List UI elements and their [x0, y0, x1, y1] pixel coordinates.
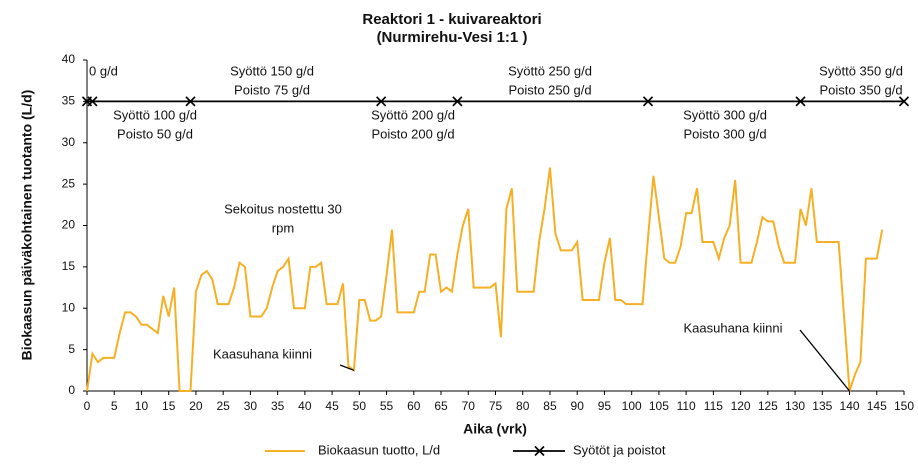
x-tick-label: 100: [622, 399, 642, 413]
x-tick-label: 135: [812, 399, 832, 413]
leader-line: [339, 364, 355, 371]
feed-marker: [185, 96, 196, 107]
x-tick-label: 120: [731, 399, 751, 413]
x-tick-label: 65: [434, 399, 448, 413]
feed-marker: [795, 96, 806, 107]
x-tick-label: 70: [462, 399, 476, 413]
x-tick-label: 25: [216, 399, 230, 413]
annotation: Syöttö 100 g/d: [113, 107, 197, 122]
y-tick-label: 15: [62, 259, 76, 273]
annotation: Poisto 75 g/d: [234, 82, 310, 97]
feed-marker: [87, 96, 98, 107]
x-tick-label: 45: [325, 399, 339, 413]
chart-title: Reaktori 1 - kuivareaktori: [362, 11, 541, 28]
annotation: Syöttö 300 g/d: [683, 107, 767, 122]
x-tick-label: 55: [380, 399, 394, 413]
annotation: Syöttö 250 g/d: [508, 63, 592, 78]
y-tick-label: 35: [62, 94, 76, 108]
x-tick-label: 80: [516, 399, 530, 413]
annotation: Kaasuhana kiinni: [213, 346, 312, 361]
x-tick-label: 5: [111, 399, 118, 413]
x-tick-label: 10: [135, 399, 149, 413]
y-tick-label: 5: [68, 342, 75, 356]
feed-marker: [898, 96, 910, 107]
annotation: Poisto 300 g/d: [683, 126, 766, 141]
annotation: Kaasuhana kiinni: [683, 320, 782, 335]
y-axis-title: Biokaasun päiväkohtainen tuotanto (L/d): [19, 90, 35, 361]
x-tick-label: 125: [758, 399, 778, 413]
x-tick-label: 35: [271, 399, 285, 413]
annotation: 0 g/d: [89, 63, 118, 78]
annotation: Syöttö 150 g/d: [230, 63, 314, 78]
annotation: Poisto 250 g/d: [508, 82, 591, 97]
x-tick-label: 105: [649, 399, 669, 413]
y-tick-label: 40: [62, 52, 76, 66]
x-tick-label: 115: [704, 399, 723, 413]
annotation: Poisto 350 g/d: [819, 82, 902, 97]
x-tick-label: 145: [867, 399, 887, 413]
x-tick-label: 90: [571, 399, 585, 413]
feed-marker: [376, 96, 387, 107]
annotation: Poisto 200 g/d: [371, 126, 454, 141]
x-axis-title: Aika (vrk): [463, 421, 527, 437]
feed-marker: [452, 96, 463, 107]
x-tick-label: 30: [244, 399, 258, 413]
x-tick-label: 110: [677, 399, 696, 413]
x-tick-label: 140: [840, 399, 860, 413]
legend-label: Syötöt ja poistot: [573, 442, 666, 457]
leader-line: [799, 329, 851, 392]
x-tick-label: 150: [894, 399, 914, 413]
annotation: Syöttö 200 g/d: [371, 107, 455, 122]
annotation: Poisto 50 g/d: [117, 126, 193, 141]
y-tick-label: 25: [62, 176, 76, 190]
legend-label: Biokaasun tuotto, L/d: [318, 442, 440, 457]
y-tick-label: 10: [62, 300, 76, 314]
x-tick-label: 20: [189, 399, 203, 413]
legend-marker: [534, 445, 545, 457]
x-tick-label: 50: [353, 399, 367, 413]
x-tick-label: 85: [543, 399, 557, 413]
biogas-line: [86, 167, 884, 392]
annotation: Syöttö 350 g/d: [819, 63, 903, 78]
annotation: Sekoitus nostettu 30: [224, 201, 342, 216]
y-tick-label: 20: [62, 218, 76, 232]
y-tick-label: 0: [68, 383, 75, 397]
chart-title: (Nurmirehu-Vesi 1:1 ): [377, 29, 528, 46]
x-tick-label: 0: [84, 399, 91, 413]
y-tick-label: 30: [62, 135, 76, 149]
x-tick-label: 40: [298, 399, 312, 413]
x-tick-label: 95: [598, 399, 612, 413]
x-tick-label: 60: [407, 399, 421, 413]
feed-marker: [642, 96, 654, 107]
x-tick-label: 130: [785, 399, 805, 413]
annotation: rpm: [272, 220, 294, 235]
x-tick-label: 15: [162, 399, 176, 413]
x-tick-label: 75: [489, 399, 503, 413]
